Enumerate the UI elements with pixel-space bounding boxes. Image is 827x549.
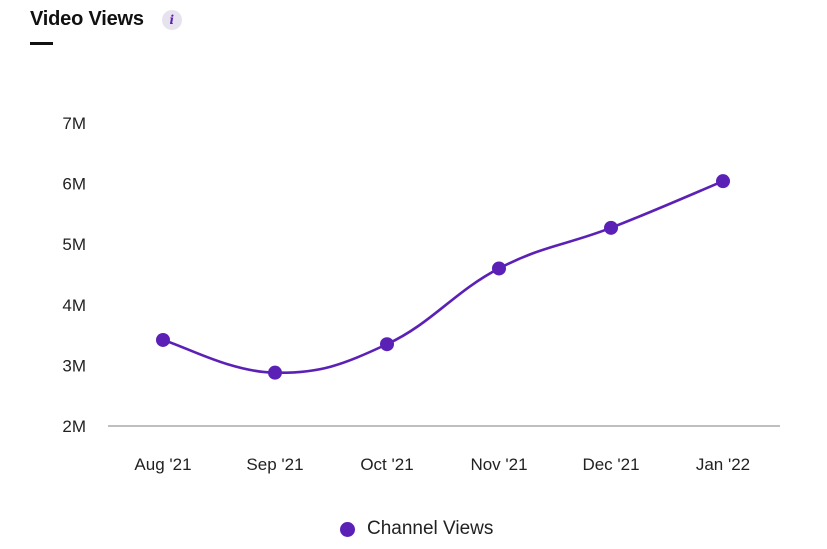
x-tick-label: Nov '21: [470, 455, 527, 474]
data-point-6[interactable]: [716, 174, 730, 189]
series-line-channel-views: [161, 179, 725, 374]
data-point-3[interactable]: [380, 337, 394, 352]
data-point-4[interactable]: [492, 261, 506, 276]
info-icon[interactable]: i: [161, 9, 182, 30]
x-tick-label: Aug '21: [134, 455, 191, 474]
data-point-2[interactable]: [268, 365, 282, 380]
y-tick-label: 6M: [62, 175, 86, 194]
x-tick-label: Dec '21: [582, 455, 639, 474]
x-tick-label: Jan '22: [696, 455, 750, 474]
y-tick-label: 4M: [62, 296, 86, 315]
legend-swatch-channel-views: [340, 521, 355, 537]
chart-header: Video Views i: [30, 8, 182, 31]
y-tick-label: 2M: [62, 417, 86, 436]
data-point-5[interactable]: [604, 220, 618, 235]
chart-legend[interactable]: Channel Views: [340, 518, 493, 540]
x-tick-label: Oct '21: [360, 455, 413, 474]
data-point-1[interactable]: [156, 332, 170, 347]
title-underline: [30, 42, 53, 45]
y-tick-label: 7M: [62, 114, 86, 133]
y-tick-label: 3M: [62, 356, 86, 375]
x-tick-label: Sep '21: [246, 455, 303, 474]
legend-label-channel-views: Channel Views: [367, 518, 494, 539]
chart-title: Video Views: [30, 8, 144, 30]
y-tick-label: 5M: [62, 235, 86, 254]
